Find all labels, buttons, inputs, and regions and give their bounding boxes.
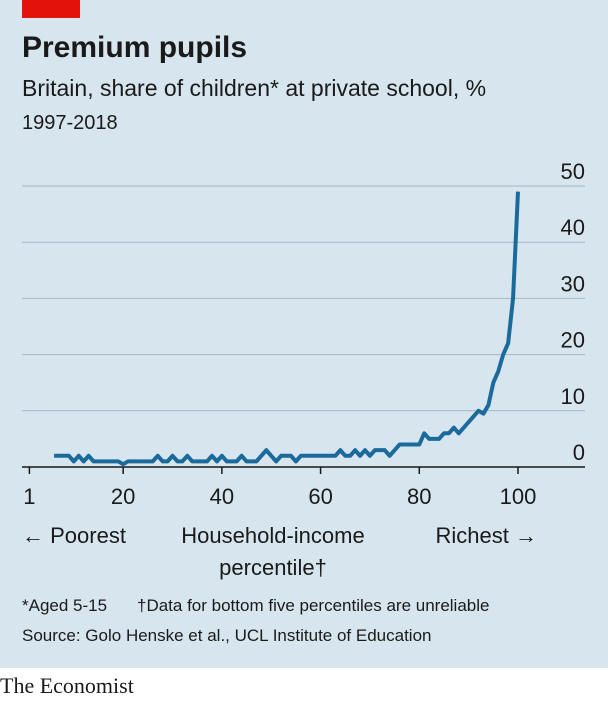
x-tick-label: 40: [210, 484, 234, 509]
chart-title: Premium pupils: [22, 31, 247, 64]
y-tick-label: 20: [561, 328, 585, 353]
subtitle: Britain, share of children* at private s…: [22, 75, 486, 101]
annotation: ← Poorest: [22, 523, 126, 548]
x-tick-label: 100: [500, 484, 537, 509]
x-tick-label: 1: [23, 484, 35, 509]
annotation: Richest →: [436, 523, 537, 548]
x-axis-label: percentile†: [219, 555, 327, 580]
y-tick-label: 0: [573, 440, 585, 465]
x-tick-label: 20: [111, 484, 135, 509]
y-tick-label: 40: [561, 215, 585, 240]
source: Source: Golo Henske et al., UCL Institut…: [22, 626, 431, 645]
y-tick-label: 50: [561, 159, 585, 184]
y-tick-label: 10: [561, 384, 585, 409]
x-tick-label: 80: [407, 484, 431, 509]
x-axis-label: Household-income: [181, 523, 364, 548]
period: 1997-2018: [22, 112, 118, 134]
background: [0, 0, 608, 668]
footnote: *Aged 5-15: [22, 596, 107, 615]
publisher: The Economist: [0, 673, 134, 698]
data-line: [54, 191, 520, 467]
red-tag: [22, 0, 80, 18]
x-tick-label: 60: [308, 484, 332, 509]
footnote: †Data for bottom five percentiles are un…: [137, 596, 489, 615]
y-tick-label: 30: [561, 271, 585, 296]
